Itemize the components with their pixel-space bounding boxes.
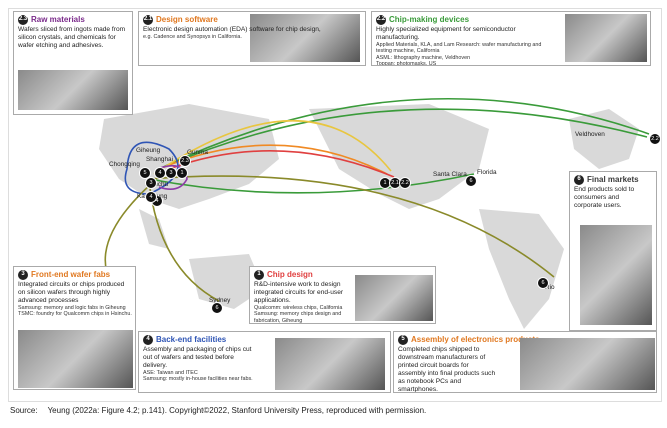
photo [520, 338, 655, 390]
location-badge: 1 [176, 167, 188, 179]
panel-title: Design software [156, 15, 218, 25]
location-badge: 6 [211, 302, 223, 314]
panel-note: Samsung: memory chips design and fabrica… [254, 311, 342, 324]
panel-note: Toppan: photomasks, US [376, 61, 437, 66]
info-panel: 3 Front-end wafer fabs Integrated circuits… [13, 266, 136, 390]
panel-header: 1 Chip design [254, 270, 431, 280]
photo [18, 330, 133, 388]
panel-title: Chip-making devices [389, 15, 470, 25]
source-label: Source: [10, 406, 38, 415]
info-panel: 6 Final markets End products sold to consu… [569, 171, 657, 331]
panel-note: Applied Materials, KLA, and Lam Research… [376, 41, 542, 55]
photo [250, 14, 360, 62]
panel-number: 3 [18, 270, 28, 280]
place-label: Veldhoven [575, 131, 605, 138]
location-badge: 2.3 [179, 155, 191, 167]
panel-title: Front-end wafer fabs [31, 270, 111, 280]
location-badge: 5 [139, 167, 151, 179]
place-label: Florida [477, 169, 497, 176]
panel-text: Completed chips shipped to downstream ma… [398, 346, 496, 393]
photo [275, 338, 385, 390]
location-badge: 6 [537, 277, 549, 289]
panel-text: Integrated circuits or chips produced on… [18, 281, 125, 304]
panel-title: Back-end facilities [156, 335, 227, 345]
panel-number: 2.3 [18, 15, 28, 25]
place-label: Chongqing [109, 161, 140, 168]
panel-note: Qualcomm: wireless chips, California [254, 304, 343, 311]
place-label: Rio [545, 284, 555, 291]
info-panel: 4 Back-end facilities Assembly and packagi… [138, 331, 391, 393]
panel-header: 2.1 Design software [143, 15, 361, 25]
place-label: Giheung [136, 147, 161, 154]
panel-title: Assembly of electronics products [411, 335, 540, 345]
place-label: Santa Clara [433, 171, 467, 178]
panel-note: ASE: Taiwan and ITEC [143, 369, 198, 376]
location-badge: 4 [145, 191, 157, 203]
place-label: Shanghai [146, 156, 174, 163]
panel-number: 2.2 [376, 15, 386, 25]
panel-number: 6 [574, 175, 584, 185]
info-panel: 2.1 Design software Electronic design auto… [138, 11, 366, 66]
panel-note: e.g. Cadence and Synopsys in California. [143, 33, 242, 40]
panel-title: Raw materials [31, 15, 85, 25]
panel-header: 2.2 Chip-making devices [376, 15, 646, 25]
place-label: Gunma [187, 149, 208, 156]
panel-title: Final markets [587, 175, 639, 185]
panel-text: Assembly and packaging of chips cut out … [143, 346, 252, 369]
panel-text: Highly specialized equipment for semicon… [376, 26, 516, 41]
panel-number: 2.1 [143, 15, 153, 25]
panel-text: Electronic design automation (EDA) softw… [143, 26, 321, 33]
source-line: Source: Yeung (2022a: Figure 4.2; p.141).… [10, 406, 436, 415]
location-badge: 3 [145, 177, 157, 189]
figure: 2.3 Raw materials Wafers sliced from ingot… [8, 8, 662, 402]
panel-header: 6 Final markets [574, 175, 652, 185]
panel-header: 2.3 Raw materials [18, 15, 128, 25]
photo [18, 70, 128, 110]
photo [565, 14, 647, 62]
location-badge: 6 [465, 175, 477, 187]
panel-note: Samsung: mostly in-house facilities near… [143, 376, 253, 383]
panel-note: ASML: lithography machine, Veldhoven [376, 54, 471, 61]
panel-note: TSMC: foundry for Qualcomm chips in Hsin… [18, 311, 132, 318]
panel-number: 1 [254, 270, 264, 280]
panel-number: 4 [143, 335, 153, 345]
panel-text: End products sold to consumers and corpo… [574, 186, 635, 209]
panel-header: 5 Assembly of electronics products [398, 335, 652, 345]
photo [355, 275, 433, 321]
place-label: Sydney [209, 297, 231, 304]
panel-number: 5 [398, 335, 408, 345]
location-badge: 2.2 [399, 177, 411, 189]
source-text: Yeung (2022a: Figure 4.2; p.141). Copyri… [47, 406, 427, 415]
info-panel: 1 Chip design R&D-intensive work to design… [249, 266, 436, 324]
info-panel: 2.2 Chip-making devices Highly specialized… [371, 11, 651, 66]
photo [580, 225, 652, 325]
world-map [99, 98, 650, 329]
info-panel: 2.3 Raw materials Wafers sliced from ingot… [13, 11, 133, 115]
location-badge: 2.2 [649, 133, 661, 145]
panel-header: 4 Back-end facilities [143, 335, 386, 345]
info-panel: 5 Assembly of electronics products Complet… [393, 331, 657, 393]
panel-text: Wafers sliced from ingots made from sili… [18, 26, 126, 49]
panel-note: Samsung: memory and logic fabs in Giheun… [18, 304, 126, 311]
panel-title: Chip design [267, 270, 313, 280]
panel-text: R&D-intensive work to design integrated … [254, 281, 344, 304]
panel-header: 3 Front-end wafer fabs [18, 270, 131, 280]
